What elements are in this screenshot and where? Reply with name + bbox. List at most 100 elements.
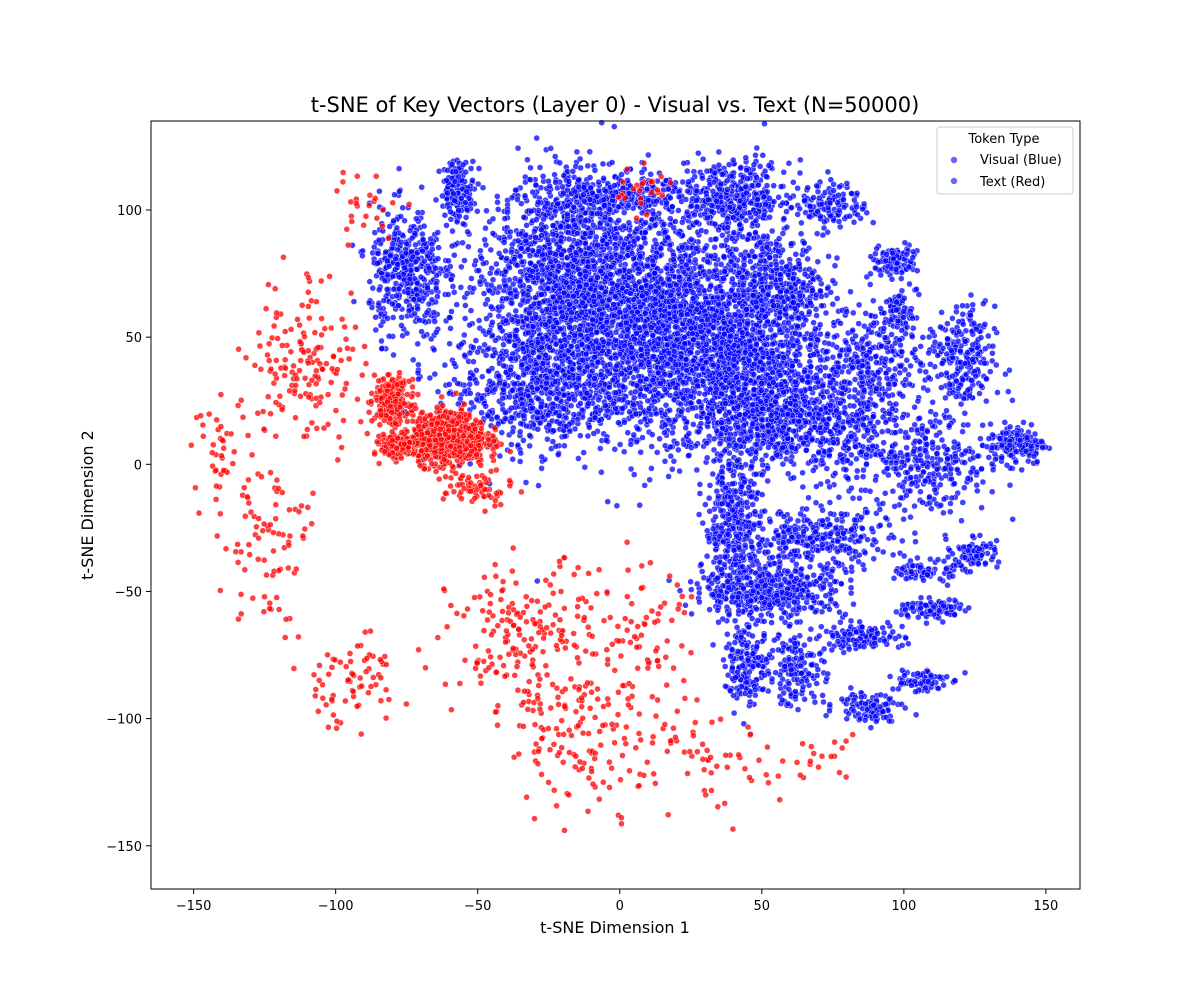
visual-point bbox=[806, 385, 814, 392]
visual-point bbox=[729, 275, 736, 283]
visual-point bbox=[690, 357, 697, 364]
visual-point bbox=[466, 381, 473, 388]
visual-point bbox=[704, 367, 712, 375]
visual-point bbox=[517, 253, 524, 260]
visual-point bbox=[547, 258, 555, 265]
visual-point bbox=[572, 298, 580, 305]
visual-point bbox=[513, 293, 520, 300]
visual-point bbox=[501, 215, 508, 222]
visual-point bbox=[489, 230, 497, 237]
visual-point bbox=[551, 304, 558, 311]
visual-point bbox=[693, 245, 700, 252]
visual-point bbox=[789, 362, 796, 370]
visual-point bbox=[565, 229, 572, 236]
visual-point bbox=[717, 287, 725, 295]
visual-point bbox=[749, 407, 757, 414]
visual-point bbox=[577, 247, 584, 254]
visual-point bbox=[765, 444, 772, 451]
visual-point bbox=[695, 149, 702, 157]
visual-point bbox=[623, 235, 630, 242]
visual-point bbox=[468, 275, 475, 282]
visual-point bbox=[529, 268, 536, 275]
visual-point bbox=[579, 299, 586, 306]
visual-point bbox=[754, 432, 762, 439]
visual-point bbox=[636, 502, 643, 509]
visual-point bbox=[459, 239, 466, 247]
visual-point bbox=[483, 207, 490, 215]
visual-point bbox=[544, 285, 551, 292]
visual-point bbox=[616, 309, 623, 316]
visual-point bbox=[699, 365, 706, 372]
visual-point bbox=[531, 227, 538, 235]
visual-point bbox=[697, 404, 705, 411]
visual-point bbox=[652, 288, 660, 295]
visual-point bbox=[431, 370, 438, 378]
visual-point bbox=[617, 253, 624, 260]
visual-point bbox=[578, 309, 586, 316]
visual-point bbox=[556, 159, 563, 167]
visual-point bbox=[508, 441, 515, 448]
visual-point bbox=[625, 274, 633, 281]
visual-point bbox=[639, 292, 646, 299]
visual-point bbox=[753, 441, 760, 448]
visual-point bbox=[769, 436, 776, 443]
visual-point bbox=[507, 228, 514, 236]
visual-point bbox=[663, 326, 670, 334]
visual-point bbox=[694, 382, 701, 389]
visual-point bbox=[653, 410, 660, 417]
visual-point bbox=[824, 168, 832, 176]
visual-point bbox=[726, 379, 733, 387]
visual-point bbox=[591, 354, 598, 361]
visual-point bbox=[655, 324, 662, 332]
visual-point bbox=[584, 263, 591, 270]
visual-point bbox=[707, 386, 714, 393]
visual-point bbox=[631, 471, 638, 478]
visual-point bbox=[489, 319, 496, 326]
visual-point bbox=[565, 235, 573, 243]
visual-point bbox=[658, 293, 665, 300]
visual-point bbox=[587, 326, 594, 333]
visual-point bbox=[489, 276, 497, 283]
visual-point bbox=[661, 411, 669, 418]
visual-point bbox=[722, 412, 729, 419]
visual-point bbox=[690, 421, 697, 428]
visual-point bbox=[661, 371, 668, 378]
visual-point bbox=[796, 344, 804, 351]
visual-point bbox=[647, 417, 654, 424]
visual-point bbox=[495, 206, 502, 213]
visual-point bbox=[825, 253, 832, 260]
visual-point bbox=[573, 148, 581, 156]
visual-point bbox=[462, 302, 469, 309]
visual-point bbox=[573, 240, 581, 248]
visual-point bbox=[638, 284, 645, 291]
visual-point bbox=[776, 362, 783, 369]
visual-point bbox=[662, 421, 669, 428]
visual-point bbox=[576, 271, 584, 278]
visual-point bbox=[526, 442, 533, 450]
visual-point bbox=[794, 322, 801, 330]
visual-point bbox=[750, 386, 758, 393]
visual-point bbox=[649, 257, 656, 264]
visual-point bbox=[707, 252, 715, 260]
visual-point bbox=[677, 302, 684, 310]
visual-point bbox=[642, 239, 649, 247]
visual-point bbox=[461, 315, 469, 322]
visual-point bbox=[667, 443, 674, 451]
visual-point bbox=[658, 275, 665, 283]
visual-point bbox=[598, 284, 605, 292]
visual-point bbox=[493, 269, 500, 277]
visual-point bbox=[520, 213, 528, 221]
visual-point bbox=[683, 367, 690, 374]
visual-point bbox=[582, 230, 589, 237]
visual-point bbox=[657, 380, 664, 387]
visual-point bbox=[544, 236, 552, 244]
visual-point bbox=[644, 350, 651, 358]
visual-point bbox=[526, 309, 533, 317]
visual-point bbox=[670, 348, 678, 355]
visual-point bbox=[696, 264, 704, 271]
visual-point bbox=[501, 277, 508, 284]
visual-point bbox=[496, 324, 504, 331]
visual-point bbox=[630, 238, 638, 245]
visual-point bbox=[684, 387, 691, 394]
